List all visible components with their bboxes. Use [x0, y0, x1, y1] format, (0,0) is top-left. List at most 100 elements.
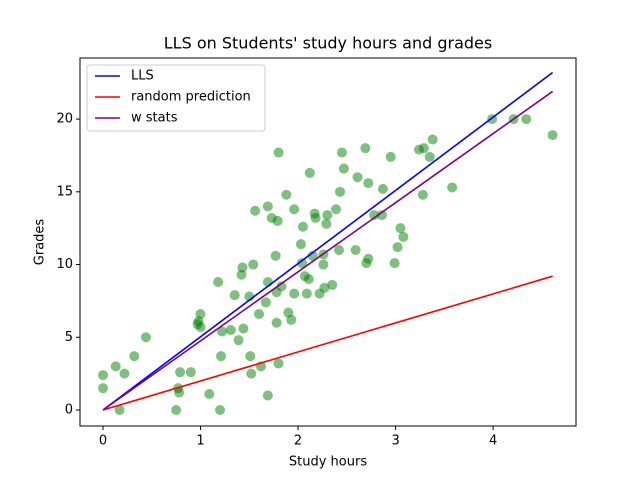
- scatter-point: [114, 405, 125, 415]
- scatter-point: [195, 309, 206, 319]
- scatter-point: [295, 239, 306, 250]
- scatter-point: [369, 210, 380, 221]
- scatter-point: [327, 279, 338, 290]
- scatter-point: [276, 281, 287, 292]
- scatter-point: [289, 288, 300, 299]
- scatter-point: [204, 389, 215, 399]
- x-tick-label: 2: [294, 434, 302, 449]
- scatter-point: [171, 405, 182, 415]
- legend-box: [86, 64, 266, 132]
- scatter-point: [129, 351, 140, 362]
- y-tick-label: 15: [56, 184, 73, 199]
- scatter-point: [395, 223, 406, 234]
- scatter-point: [215, 405, 226, 415]
- scatter-point: [303, 274, 314, 285]
- scatter-point: [417, 189, 428, 200]
- scatter-point: [334, 245, 345, 255]
- scatter-point: [271, 317, 282, 328]
- scatter-point: [427, 134, 438, 145]
- scatter-point: [363, 253, 374, 264]
- y-tick-label: 10: [56, 257, 73, 272]
- scatter-point: [336, 147, 347, 158]
- x-axis-label: Study hours: [289, 455, 367, 470]
- scatter-point: [301, 288, 312, 299]
- scatter-point: [363, 178, 374, 189]
- scatter-point: [270, 250, 281, 261]
- scatter-point: [296, 258, 307, 269]
- scatter-point: [233, 335, 244, 346]
- scatter-point: [273, 358, 284, 369]
- scatter-point: [213, 277, 224, 287]
- chart-title: LLS on Students' study hours and grades: [164, 34, 492, 53]
- scatter-point: [424, 151, 435, 162]
- scatter-point: [98, 383, 109, 394]
- legend-label: w stats: [131, 111, 178, 126]
- y-tick-label: 5: [65, 330, 73, 345]
- scatter-point: [331, 204, 342, 215]
- x-tick-label: 0: [99, 434, 107, 449]
- scatter-point: [334, 186, 345, 197]
- scatter-point: [237, 262, 248, 273]
- x-tick-label: 3: [391, 434, 399, 449]
- scatter-point: [185, 367, 196, 378]
- scatter-point: [272, 215, 283, 226]
- x-tick-label: 4: [489, 434, 497, 449]
- scatter-point: [281, 189, 292, 200]
- scatter-point: [245, 351, 256, 362]
- scatter-point: [236, 269, 247, 280]
- scatter-point: [389, 258, 400, 269]
- scatter-point: [318, 259, 329, 270]
- x-tick-label: 1: [196, 434, 204, 449]
- scatter-point: [248, 259, 259, 270]
- scatter-point: [376, 210, 387, 221]
- scatter-point: [286, 314, 297, 325]
- scatter-point: [297, 221, 308, 232]
- scatter-point: [350, 245, 361, 255]
- scatter-point: [352, 172, 363, 183]
- scatter-point: [260, 297, 271, 308]
- scatter-point: [225, 325, 236, 335]
- scatter-point: [174, 387, 185, 398]
- scatter-point: [229, 290, 240, 301]
- scatter-point: [216, 326, 227, 337]
- scatter-point: [392, 242, 403, 253]
- scatter-point: [289, 204, 300, 215]
- scatter-point: [273, 147, 284, 158]
- scatter-point: [322, 210, 333, 221]
- y-tick-label: 20: [56, 112, 73, 127]
- scatter-point: [319, 282, 330, 293]
- scatter-point: [310, 213, 321, 223]
- scatter-point: [254, 309, 265, 319]
- axes-frame: [79, 57, 577, 427]
- scatter-point: [98, 370, 109, 381]
- legend-label: random prediction: [131, 90, 251, 105]
- scatter-point: [195, 322, 206, 333]
- scatter-point: [447, 182, 458, 193]
- scatter-point: [140, 332, 151, 343]
- scatter-point: [304, 167, 315, 178]
- scatter-point: [110, 361, 121, 372]
- y-axis-label: Grades: [33, 219, 48, 266]
- scatter-point: [216, 351, 227, 362]
- regression-line: [102, 90, 554, 411]
- scatter-point: [418, 143, 429, 154]
- scatter-point: [398, 231, 409, 242]
- legend-label: LLS: [131, 69, 154, 84]
- scatter-point: [338, 163, 349, 174]
- scatter-point: [175, 367, 186, 378]
- scatter-point: [238, 323, 249, 334]
- y-tick-label: 0: [65, 403, 73, 418]
- scatter-point: [250, 205, 261, 216]
- scatter-point: [321, 218, 332, 229]
- scatter-point: [119, 368, 130, 379]
- scatter-point: [307, 250, 318, 261]
- scatter-point: [521, 114, 532, 125]
- scatter-point: [262, 201, 273, 212]
- regression-line: [102, 71, 554, 411]
- scatter-point: [246, 368, 257, 379]
- scatter-point: [360, 143, 371, 154]
- scatter-point: [262, 390, 273, 401]
- scatter-point: [547, 130, 558, 141]
- scatter-point: [385, 151, 396, 162]
